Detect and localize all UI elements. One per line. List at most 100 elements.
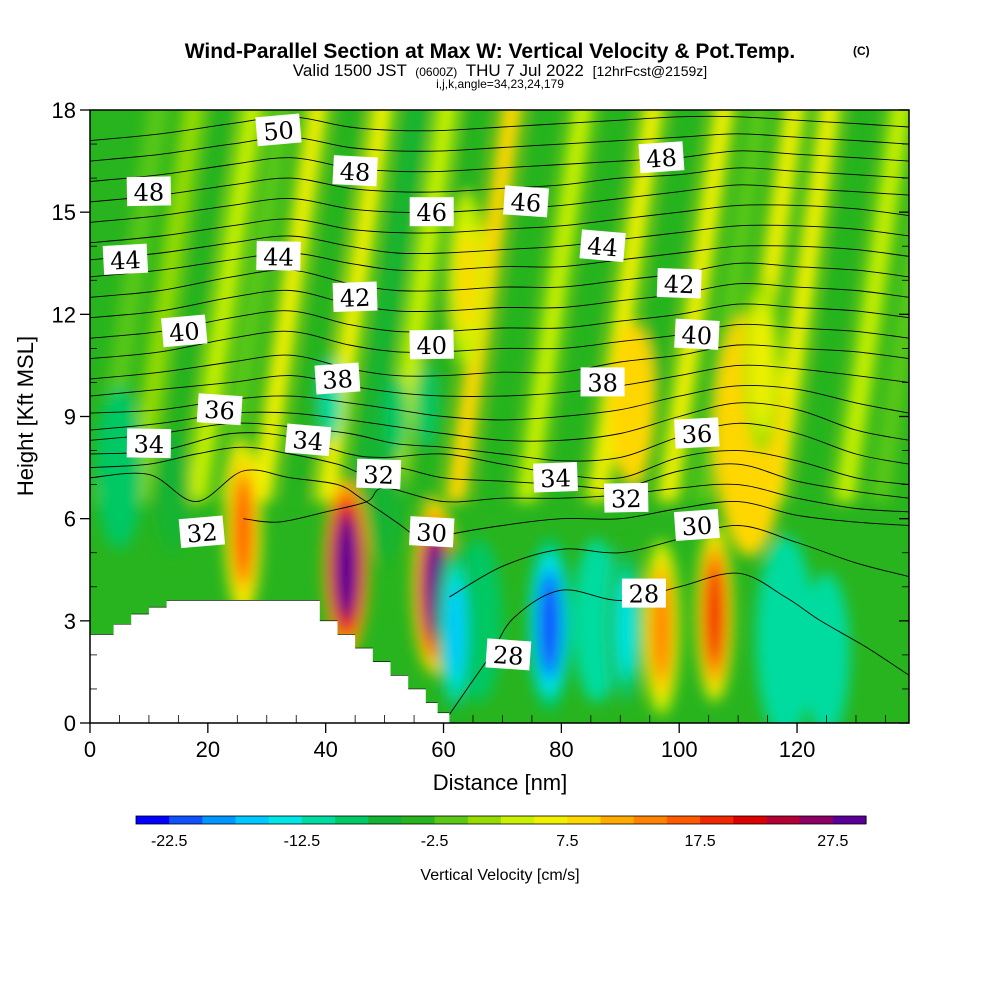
y-tick-label: 12 [52, 302, 76, 327]
contour-label-box [638, 141, 685, 174]
contour-label: 28 [485, 638, 532, 671]
contour-label-text: 38 [587, 369, 618, 397]
contour-label-box [255, 113, 302, 147]
contour-label: 48 [332, 155, 378, 187]
contour-label-box [161, 314, 208, 348]
contour-label-box [503, 185, 549, 218]
contour-label: 38 [314, 362, 361, 395]
contour-label-text: 42 [339, 284, 371, 313]
theta-contour-50 [90, 115, 909, 142]
x-axis-label: Distance [nm] [433, 770, 568, 795]
contour-label: 50 [255, 113, 302, 147]
contour-label-box [579, 229, 626, 263]
valid-time-utc: (0600Z) [415, 65, 457, 79]
colorbar-swatch [169, 816, 203, 824]
colorbar-tick-label: -12.5 [284, 833, 321, 850]
contour-label-text: 32 [611, 485, 642, 514]
contour-label-text: 48 [133, 178, 164, 207]
theta-contour-49 [90, 133, 909, 162]
contour-label-box [656, 267, 702, 299]
contour-label-text: 40 [168, 317, 201, 348]
contour-label-text: 28 [492, 641, 524, 671]
velocity-streak [350, 110, 429, 502]
contour-label: 28 [621, 578, 666, 609]
colorbar-tick-label: -2.5 [421, 833, 449, 850]
x-tick-label: 0 [84, 737, 96, 762]
y-axis: 0 36 9 12 15 18 [52, 98, 909, 736]
theta-contour-33 [90, 432, 909, 486]
theta-contour-40 [90, 303, 909, 339]
contour-label-text: 30 [416, 519, 448, 549]
valid-time: Valid 1500 JST [293, 61, 407, 80]
contour-label-box [603, 482, 649, 513]
colorbar-swatch [434, 816, 469, 824]
y-tick-label: 15 [52, 200, 76, 225]
theta-contour-43 [90, 245, 909, 278]
colorbar-swatch [567, 816, 602, 824]
y-tick-label: 18 [52, 98, 76, 123]
contour-label-text: 28 [629, 581, 660, 609]
colorbar-swatch [368, 816, 403, 824]
velocity-streak [798, 110, 876, 502]
theta-contour-38 [90, 344, 909, 380]
x-tick-label: 60 [431, 737, 455, 762]
plot-area [90, 110, 909, 723]
colorbar-tick-label: 7.5 [556, 833, 578, 850]
contour-label-box [332, 155, 378, 187]
contour-label-text: 34 [540, 464, 572, 493]
contour-label: 48 [638, 141, 685, 174]
y-tick-label: 0 [64, 711, 76, 736]
velocity-core [336, 518, 357, 615]
colorbar-swatch [766, 816, 801, 824]
contour-label-text: 48 [339, 158, 371, 188]
contour-label: 44 [102, 243, 149, 276]
contour-label-box [673, 509, 720, 542]
contour-label-text: 34 [291, 426, 324, 457]
contour-label: 32 [178, 515, 226, 549]
colorbar-swatch [600, 816, 635, 824]
y-axis-label: Height [Kft MSL] [13, 336, 38, 496]
velocity-streak [692, 110, 770, 502]
theta-contour-31 [243, 483, 909, 523]
velocity-streak [586, 110, 664, 502]
colorbar-swatch [301, 816, 336, 824]
contour-label-box [126, 176, 172, 207]
valid-date: THU 7 Jul 2022 [466, 61, 584, 80]
velocity-streak [515, 110, 594, 502]
contour-label-box [580, 367, 625, 397]
chart-title: Wind-Parallel Section at Max W: Vertical… [185, 40, 796, 63]
theta-contour-44 [90, 224, 909, 261]
theta-contour-37 [90, 364, 909, 397]
contour-label: 34 [532, 462, 578, 493]
contour-label: 34 [284, 423, 332, 457]
contour-label-box [674, 318, 720, 350]
contour-label-text: 44 [586, 232, 619, 263]
colorbar-swatch [136, 816, 170, 824]
contour-label: 44 [256, 241, 301, 272]
velocity-blob [366, 440, 403, 563]
contour-label: 36 [196, 393, 243, 426]
contour-label-box [102, 243, 149, 275]
colorbar-swatch [633, 816, 668, 824]
velocity-streak [868, 223, 909, 502]
contour-label: 32 [603, 482, 649, 514]
contour-label-box [674, 417, 720, 449]
y-tick-label: 6 [64, 507, 76, 532]
contour-label-box [126, 428, 172, 459]
contour-label-text: 36 [681, 420, 713, 450]
velocity-core [539, 576, 560, 672]
velocity-blob [414, 365, 438, 448]
contour-label-text: 30 [681, 511, 713, 541]
contour-label: 42 [332, 281, 378, 313]
colorbar-swatch [401, 816, 436, 824]
contour-label-box [408, 516, 455, 548]
colorbar: -22.5 -12.5 -2.5 7.5 17.5 27.5 [135, 815, 867, 850]
y-tick-label: 9 [64, 405, 76, 430]
theta-contours [90, 115, 909, 723]
contour-label-box [485, 638, 532, 671]
copyright-mark: (C) [853, 44, 870, 58]
x-tick-label: 40 [313, 737, 337, 762]
colorbar-swatch [268, 816, 303, 824]
velocity-blob [95, 385, 144, 550]
